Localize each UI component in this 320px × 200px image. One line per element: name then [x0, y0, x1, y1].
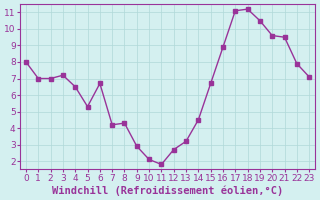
X-axis label: Windchill (Refroidissement éolien,°C): Windchill (Refroidissement éolien,°C) — [52, 185, 283, 196]
